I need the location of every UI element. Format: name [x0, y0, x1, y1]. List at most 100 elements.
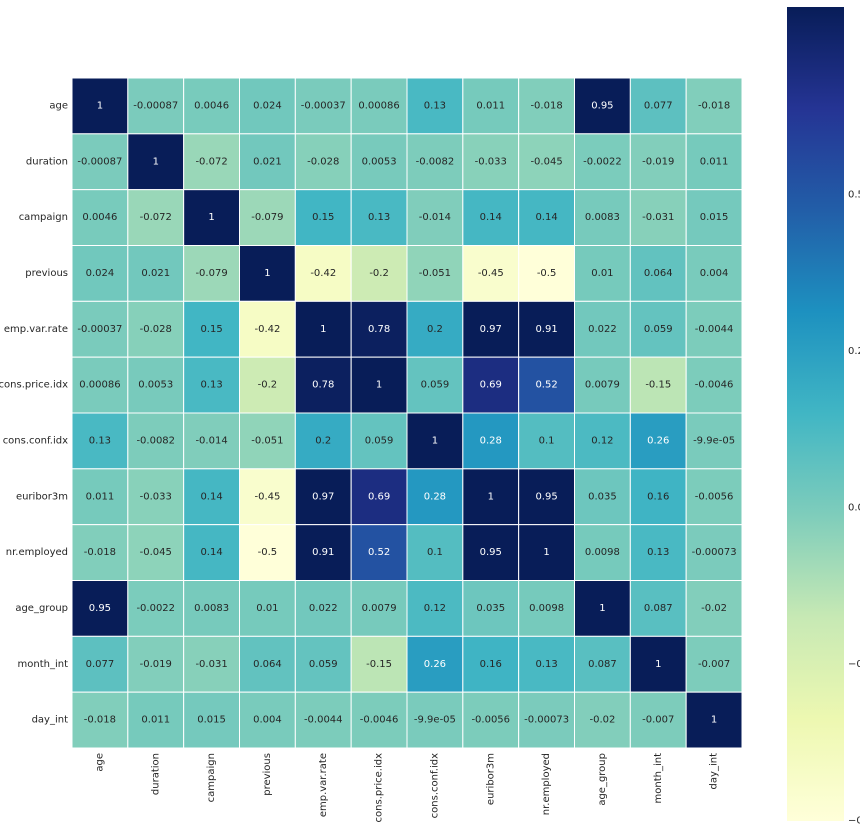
colorbar-tick-label: −0.25	[848, 659, 860, 670]
cell-annotation: 0.2	[315, 435, 331, 446]
cell-annotation: 0.12	[424, 603, 446, 614]
heatmap-cell	[574, 77, 631, 135]
column-label: age_group	[597, 753, 608, 806]
colorbar-tick-label: 0.00	[848, 502, 860, 513]
cell-annotation: -9.9e-05	[414, 715, 456, 726]
cell-annotation: -0.00087	[133, 100, 178, 111]
column-label: age	[94, 753, 105, 772]
cell-annotation: -0.00073	[524, 715, 569, 726]
cell-annotation: 0.004	[253, 715, 282, 726]
cell-annotation: -0.0022	[583, 156, 622, 167]
cell-annotation: -0.0082	[416, 156, 455, 167]
cell-annotation: -0.15	[645, 380, 671, 391]
heatmap-cell	[127, 635, 185, 693]
heatmap-cell	[127, 412, 185, 470]
cell-annotation: -0.014	[195, 435, 227, 446]
cell-annotation: -0.079	[195, 268, 227, 279]
cell-annotation: -0.0056	[471, 715, 510, 726]
cell-annotation: 0.15	[200, 324, 222, 335]
heatmap-cell	[518, 133, 576, 191]
cell-annotation: -0.45	[478, 268, 504, 279]
cell-annotation: -0.014	[419, 212, 451, 223]
row-label: age_group	[15, 603, 68, 614]
heatmap-cell	[71, 189, 129, 247]
cell-annotation: -0.033	[140, 491, 172, 502]
heatmap-cell	[294, 300, 352, 358]
heatmap-cell	[350, 691, 408, 749]
cell-annotation: 0.011	[700, 156, 729, 167]
cell-annotation: 1	[488, 491, 494, 502]
cell-annotation: 0.13	[647, 547, 669, 558]
cell-annotation: 0.024	[86, 268, 115, 279]
cell-annotation: 0.00086	[358, 100, 399, 111]
cell-annotation: 0.14	[480, 212, 502, 223]
column-label: campaign	[206, 753, 217, 802]
cell-annotation: 0.0083	[194, 603, 229, 614]
heatmap-cell	[350, 245, 408, 302]
heatmap-cell	[406, 691, 464, 749]
heatmap-cell	[685, 77, 743, 135]
cell-annotation: 0.021	[141, 268, 170, 279]
cell-annotation: 0.0046	[82, 212, 117, 223]
heatmap-cell	[239, 412, 296, 470]
cell-annotation: 0.91	[312, 547, 334, 558]
cell-annotation: -0.072	[195, 156, 227, 167]
cell-annotation: -0.5	[258, 547, 278, 558]
cell-annotation: -0.0082	[136, 435, 175, 446]
cell-annotation: -0.02	[701, 603, 727, 614]
cell-annotation: 1	[711, 715, 717, 726]
cell-annotation: 0.52	[535, 380, 557, 391]
heatmap-cell	[685, 691, 743, 749]
cell-annotation: 0.022	[309, 603, 338, 614]
row-label: euribor3m	[16, 491, 68, 502]
heatmap-cell	[127, 133, 185, 191]
cell-annotation: 1	[208, 212, 214, 223]
cell-annotation: 0.059	[644, 324, 673, 335]
heatmap-cell	[406, 300, 464, 358]
heatmap-cell	[685, 189, 743, 247]
cell-annotation: 0.69	[368, 491, 390, 502]
cell-annotation: -0.045	[530, 156, 562, 167]
cell-annotation: 0.087	[588, 659, 617, 670]
cell-annotation: -0.018	[84, 547, 116, 558]
colorbar	[787, 7, 844, 821]
heatmap-cell	[294, 189, 352, 247]
cell-annotation: -0.02	[589, 715, 615, 726]
heatmap-cell	[574, 356, 631, 414]
heatmap-cell	[239, 189, 296, 247]
cell-annotation: -0.072	[140, 212, 172, 223]
heatmap-cell	[462, 77, 520, 135]
cell-annotation: -0.031	[195, 659, 227, 670]
heatmap-cell	[574, 580, 631, 637]
cell-annotation: 0.035	[588, 491, 617, 502]
heatmap-cell	[685, 133, 743, 191]
cell-annotation: -0.028	[140, 324, 172, 335]
cell-annotation: 0.12	[591, 435, 613, 446]
cell-annotation: 1	[432, 435, 438, 446]
heatmap-cell	[406, 245, 464, 302]
cell-annotation: 0.077	[644, 100, 673, 111]
column-label: emp.var.rate	[318, 753, 329, 817]
heatmap-cells: 1 -0.00087 0.0046 0.024 -0.00037 0.00086 0.13 0…	[71, 77, 743, 749]
row-label: duration	[26, 156, 68, 167]
heatmap-cell	[629, 580, 687, 637]
cell-annotation: 1	[264, 268, 270, 279]
cell-annotation: 0.28	[424, 491, 446, 502]
heatmap-cell	[350, 635, 408, 693]
cell-annotation: 1	[153, 156, 159, 167]
colorbar-ticks: −0.50 −0.25 0.00 0.25 0.50	[848, 189, 860, 826]
cell-annotation: -0.0022	[136, 603, 175, 614]
heatmap-cell	[239, 635, 296, 693]
cell-annotation: -0.45	[254, 491, 280, 502]
cell-annotation: -0.051	[251, 435, 283, 446]
cell-annotation: -0.00073	[692, 547, 737, 558]
heatmap-cell	[183, 635, 241, 693]
cell-annotation: -0.045	[140, 547, 172, 558]
cell-annotation: 0.13	[368, 212, 390, 223]
heatmap-cell	[406, 468, 464, 526]
heatmap-cell	[294, 133, 352, 191]
cell-annotation: 1	[655, 659, 661, 670]
cell-annotation: 1	[376, 380, 382, 391]
heatmap-cell	[183, 524, 241, 582]
